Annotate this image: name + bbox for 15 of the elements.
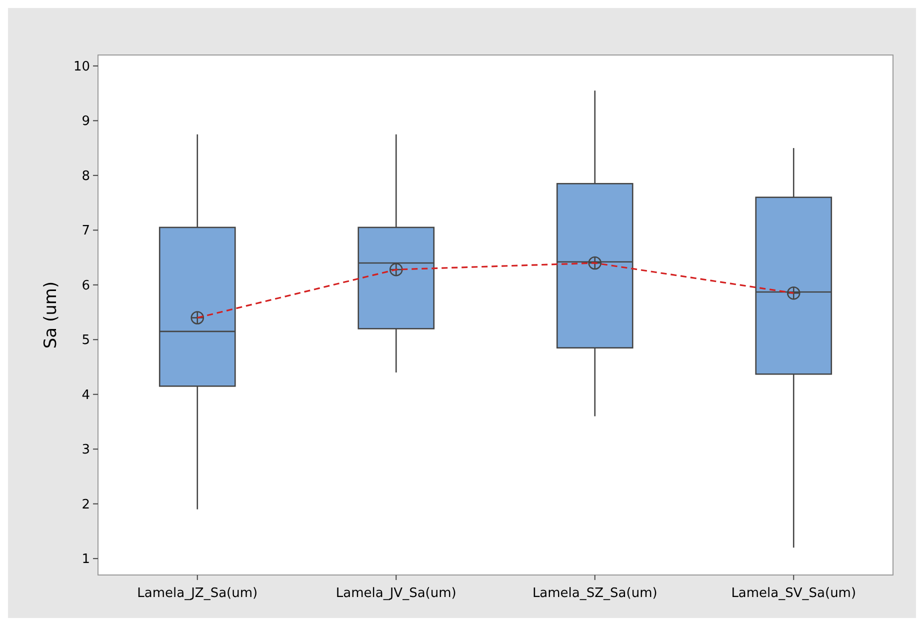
y-tick-label: 6 (82, 278, 90, 294)
x-tick-label: Lamela_JV_Sa(um) (336, 586, 456, 601)
y-tick-label: 9 (82, 114, 90, 130)
x-tick-label: Lamela_SZ_Sa(um) (532, 586, 658, 601)
y-tick-label: 4 (82, 388, 90, 403)
y-tick-label: 5 (82, 333, 90, 348)
y-axis-title: Sa (um) (41, 281, 61, 349)
y-tick-label: 7 (82, 224, 90, 239)
y-tick-label: 10 (73, 59, 90, 74)
x-tick-label: Lamela_JZ_Sa(um) (137, 586, 258, 601)
y-tick-label: 3 (82, 442, 90, 458)
y-tick-label: 1 (82, 552, 90, 568)
y-tick-label: 8 (82, 168, 90, 184)
y-tick-label: 2 (82, 497, 90, 512)
x-tick-label: Lamela_SV_Sa(um) (731, 586, 856, 601)
